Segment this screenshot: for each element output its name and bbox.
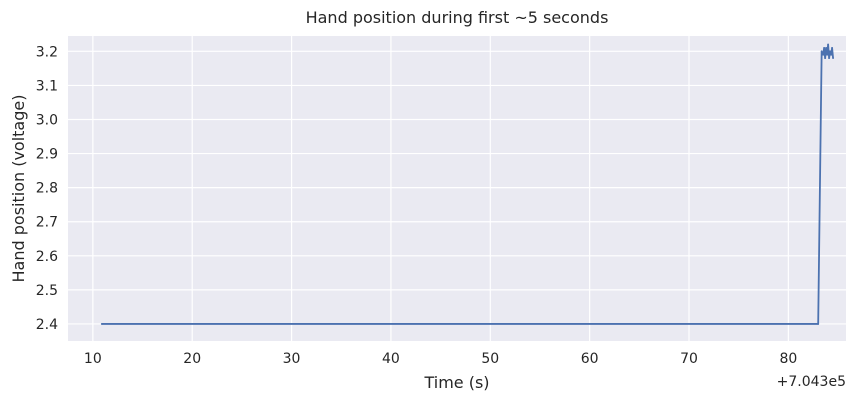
x-tick-label: 20 xyxy=(183,351,201,367)
data-point xyxy=(831,47,833,49)
x-tick-label: 10 xyxy=(84,351,102,367)
y-tick-label: 2.8 xyxy=(36,181,58,197)
y-axis-label: Hand position (voltage) xyxy=(9,95,28,283)
data-point xyxy=(822,53,825,56)
data-point xyxy=(825,47,828,49)
x-tick-label: 40 xyxy=(382,351,400,367)
chart-title: Hand position during first ~5 seconds xyxy=(306,8,609,27)
data-point xyxy=(830,53,832,56)
tick-labels: 10 20 30 40 50 60 70 80 2.4 2.5 2.6 2.7 2.8 2.9 3.0 3.1… xyxy=(36,44,798,367)
x-tick-label: 30 xyxy=(283,351,301,367)
grid xyxy=(68,36,846,341)
y-tick-label: 2.9 xyxy=(36,147,58,163)
data-point xyxy=(817,323,820,325)
data-point xyxy=(832,57,834,60)
data-point xyxy=(100,323,103,325)
y-tick-label: 2.7 xyxy=(36,215,58,231)
y-tick-label: 2.6 xyxy=(36,249,58,265)
x-tick-label: 60 xyxy=(581,351,599,367)
y-tick-label: 3.2 xyxy=(36,44,58,60)
data-point xyxy=(826,53,829,56)
x-tick-label: 80 xyxy=(779,351,797,367)
x-tick-label: 50 xyxy=(481,351,499,367)
x-tick-label: 70 xyxy=(680,351,698,367)
data-point xyxy=(823,47,826,49)
y-tick-label: 3.1 xyxy=(36,78,58,94)
data-point xyxy=(824,57,827,60)
y-tick-label: 3.0 xyxy=(36,112,58,128)
y-tick-label: 2.5 xyxy=(36,283,58,299)
data-point xyxy=(829,50,832,53)
data-point xyxy=(827,43,830,46)
series-group xyxy=(100,43,834,325)
data-point xyxy=(828,57,831,60)
plot-area xyxy=(68,36,846,341)
data-point xyxy=(820,50,823,53)
x-axis-label: Time (s) xyxy=(423,373,489,392)
y-tick-label: 2.4 xyxy=(36,317,58,333)
x-offset-label: +7.043e5 xyxy=(777,374,846,390)
